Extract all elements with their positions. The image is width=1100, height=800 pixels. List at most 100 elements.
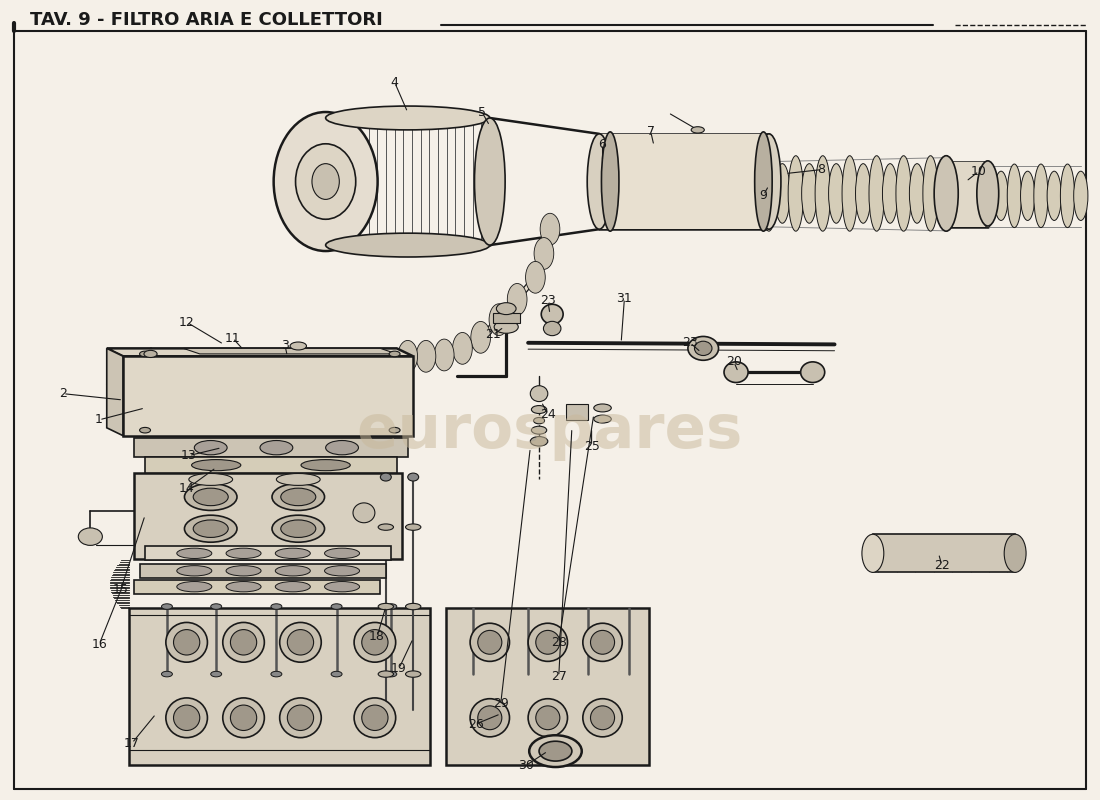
Ellipse shape bbox=[761, 156, 777, 231]
Polygon shape bbox=[107, 348, 414, 356]
Ellipse shape bbox=[936, 164, 952, 223]
Ellipse shape bbox=[279, 622, 321, 662]
Text: 25: 25 bbox=[584, 439, 600, 453]
Ellipse shape bbox=[815, 156, 830, 231]
Ellipse shape bbox=[326, 441, 359, 455]
Ellipse shape bbox=[895, 156, 911, 231]
Ellipse shape bbox=[287, 705, 314, 730]
Ellipse shape bbox=[275, 582, 310, 592]
Ellipse shape bbox=[408, 473, 419, 481]
Polygon shape bbox=[145, 546, 392, 561]
Text: 27: 27 bbox=[551, 670, 566, 683]
Ellipse shape bbox=[526, 262, 546, 293]
Ellipse shape bbox=[272, 483, 324, 510]
Ellipse shape bbox=[842, 156, 857, 231]
Ellipse shape bbox=[271, 671, 282, 677]
Ellipse shape bbox=[353, 503, 375, 522]
Ellipse shape bbox=[583, 698, 623, 737]
Ellipse shape bbox=[535, 238, 553, 270]
Ellipse shape bbox=[386, 604, 397, 610]
Ellipse shape bbox=[757, 134, 781, 229]
Ellipse shape bbox=[386, 671, 397, 677]
Ellipse shape bbox=[290, 342, 307, 350]
Ellipse shape bbox=[140, 351, 151, 357]
Ellipse shape bbox=[471, 322, 491, 354]
Ellipse shape bbox=[1047, 171, 1062, 221]
Ellipse shape bbox=[869, 156, 884, 231]
Text: 5: 5 bbox=[478, 106, 486, 119]
Ellipse shape bbox=[324, 548, 360, 558]
Ellipse shape bbox=[287, 630, 314, 655]
Ellipse shape bbox=[177, 548, 212, 558]
Ellipse shape bbox=[389, 351, 400, 357]
Ellipse shape bbox=[389, 427, 400, 433]
Ellipse shape bbox=[529, 735, 582, 767]
Ellipse shape bbox=[194, 488, 228, 506]
Ellipse shape bbox=[862, 534, 883, 572]
Ellipse shape bbox=[591, 706, 615, 730]
Text: 8: 8 bbox=[817, 163, 825, 176]
Ellipse shape bbox=[144, 350, 157, 358]
Text: 26: 26 bbox=[468, 718, 484, 730]
Ellipse shape bbox=[474, 118, 505, 245]
Text: 23: 23 bbox=[540, 294, 556, 307]
Ellipse shape bbox=[994, 171, 1009, 221]
Text: 3: 3 bbox=[282, 339, 289, 353]
Ellipse shape bbox=[507, 283, 527, 315]
Text: 7: 7 bbox=[647, 125, 654, 138]
Ellipse shape bbox=[326, 106, 490, 130]
Ellipse shape bbox=[531, 426, 547, 434]
Ellipse shape bbox=[1021, 171, 1035, 221]
Ellipse shape bbox=[276, 474, 320, 486]
Ellipse shape bbox=[536, 706, 560, 730]
Ellipse shape bbox=[688, 337, 718, 360]
Ellipse shape bbox=[530, 386, 548, 402]
Text: 29: 29 bbox=[493, 697, 508, 710]
Ellipse shape bbox=[226, 566, 261, 576]
Ellipse shape bbox=[260, 441, 293, 455]
Polygon shape bbox=[184, 348, 397, 354]
Ellipse shape bbox=[280, 488, 316, 506]
Ellipse shape bbox=[185, 515, 236, 542]
Ellipse shape bbox=[528, 698, 568, 737]
Ellipse shape bbox=[166, 622, 208, 662]
Ellipse shape bbox=[828, 164, 844, 223]
Text: 14: 14 bbox=[179, 482, 195, 495]
Ellipse shape bbox=[162, 604, 173, 610]
Text: 10: 10 bbox=[971, 165, 987, 178]
Ellipse shape bbox=[587, 134, 612, 229]
Ellipse shape bbox=[189, 474, 232, 486]
Ellipse shape bbox=[166, 698, 208, 738]
Text: 12: 12 bbox=[179, 316, 195, 329]
Ellipse shape bbox=[312, 164, 339, 199]
Ellipse shape bbox=[223, 698, 264, 738]
Ellipse shape bbox=[691, 126, 704, 133]
Ellipse shape bbox=[910, 164, 925, 223]
Text: 30: 30 bbox=[518, 759, 534, 772]
Ellipse shape bbox=[981, 164, 994, 228]
Text: 4: 4 bbox=[390, 76, 398, 89]
Ellipse shape bbox=[543, 322, 561, 336]
Text: 6: 6 bbox=[598, 138, 606, 150]
Ellipse shape bbox=[275, 548, 310, 558]
Ellipse shape bbox=[354, 698, 396, 738]
Ellipse shape bbox=[324, 566, 360, 576]
Polygon shape bbox=[134, 473, 403, 559]
Ellipse shape bbox=[789, 156, 803, 231]
Ellipse shape bbox=[378, 603, 394, 610]
Ellipse shape bbox=[416, 341, 436, 372]
Text: 2: 2 bbox=[59, 387, 67, 400]
Ellipse shape bbox=[591, 630, 615, 654]
Ellipse shape bbox=[801, 362, 825, 382]
Ellipse shape bbox=[406, 603, 421, 610]
Ellipse shape bbox=[406, 524, 421, 530]
Ellipse shape bbox=[934, 156, 958, 231]
Ellipse shape bbox=[540, 214, 560, 245]
Text: TAV. 9 - FILTRO ARIA E COLLETTORI: TAV. 9 - FILTRO ARIA E COLLETTORI bbox=[30, 11, 383, 30]
Polygon shape bbox=[123, 356, 414, 436]
Ellipse shape bbox=[177, 566, 212, 576]
Ellipse shape bbox=[191, 459, 241, 470]
Ellipse shape bbox=[398, 341, 418, 372]
Text: 9: 9 bbox=[759, 189, 768, 202]
Polygon shape bbox=[600, 134, 769, 229]
